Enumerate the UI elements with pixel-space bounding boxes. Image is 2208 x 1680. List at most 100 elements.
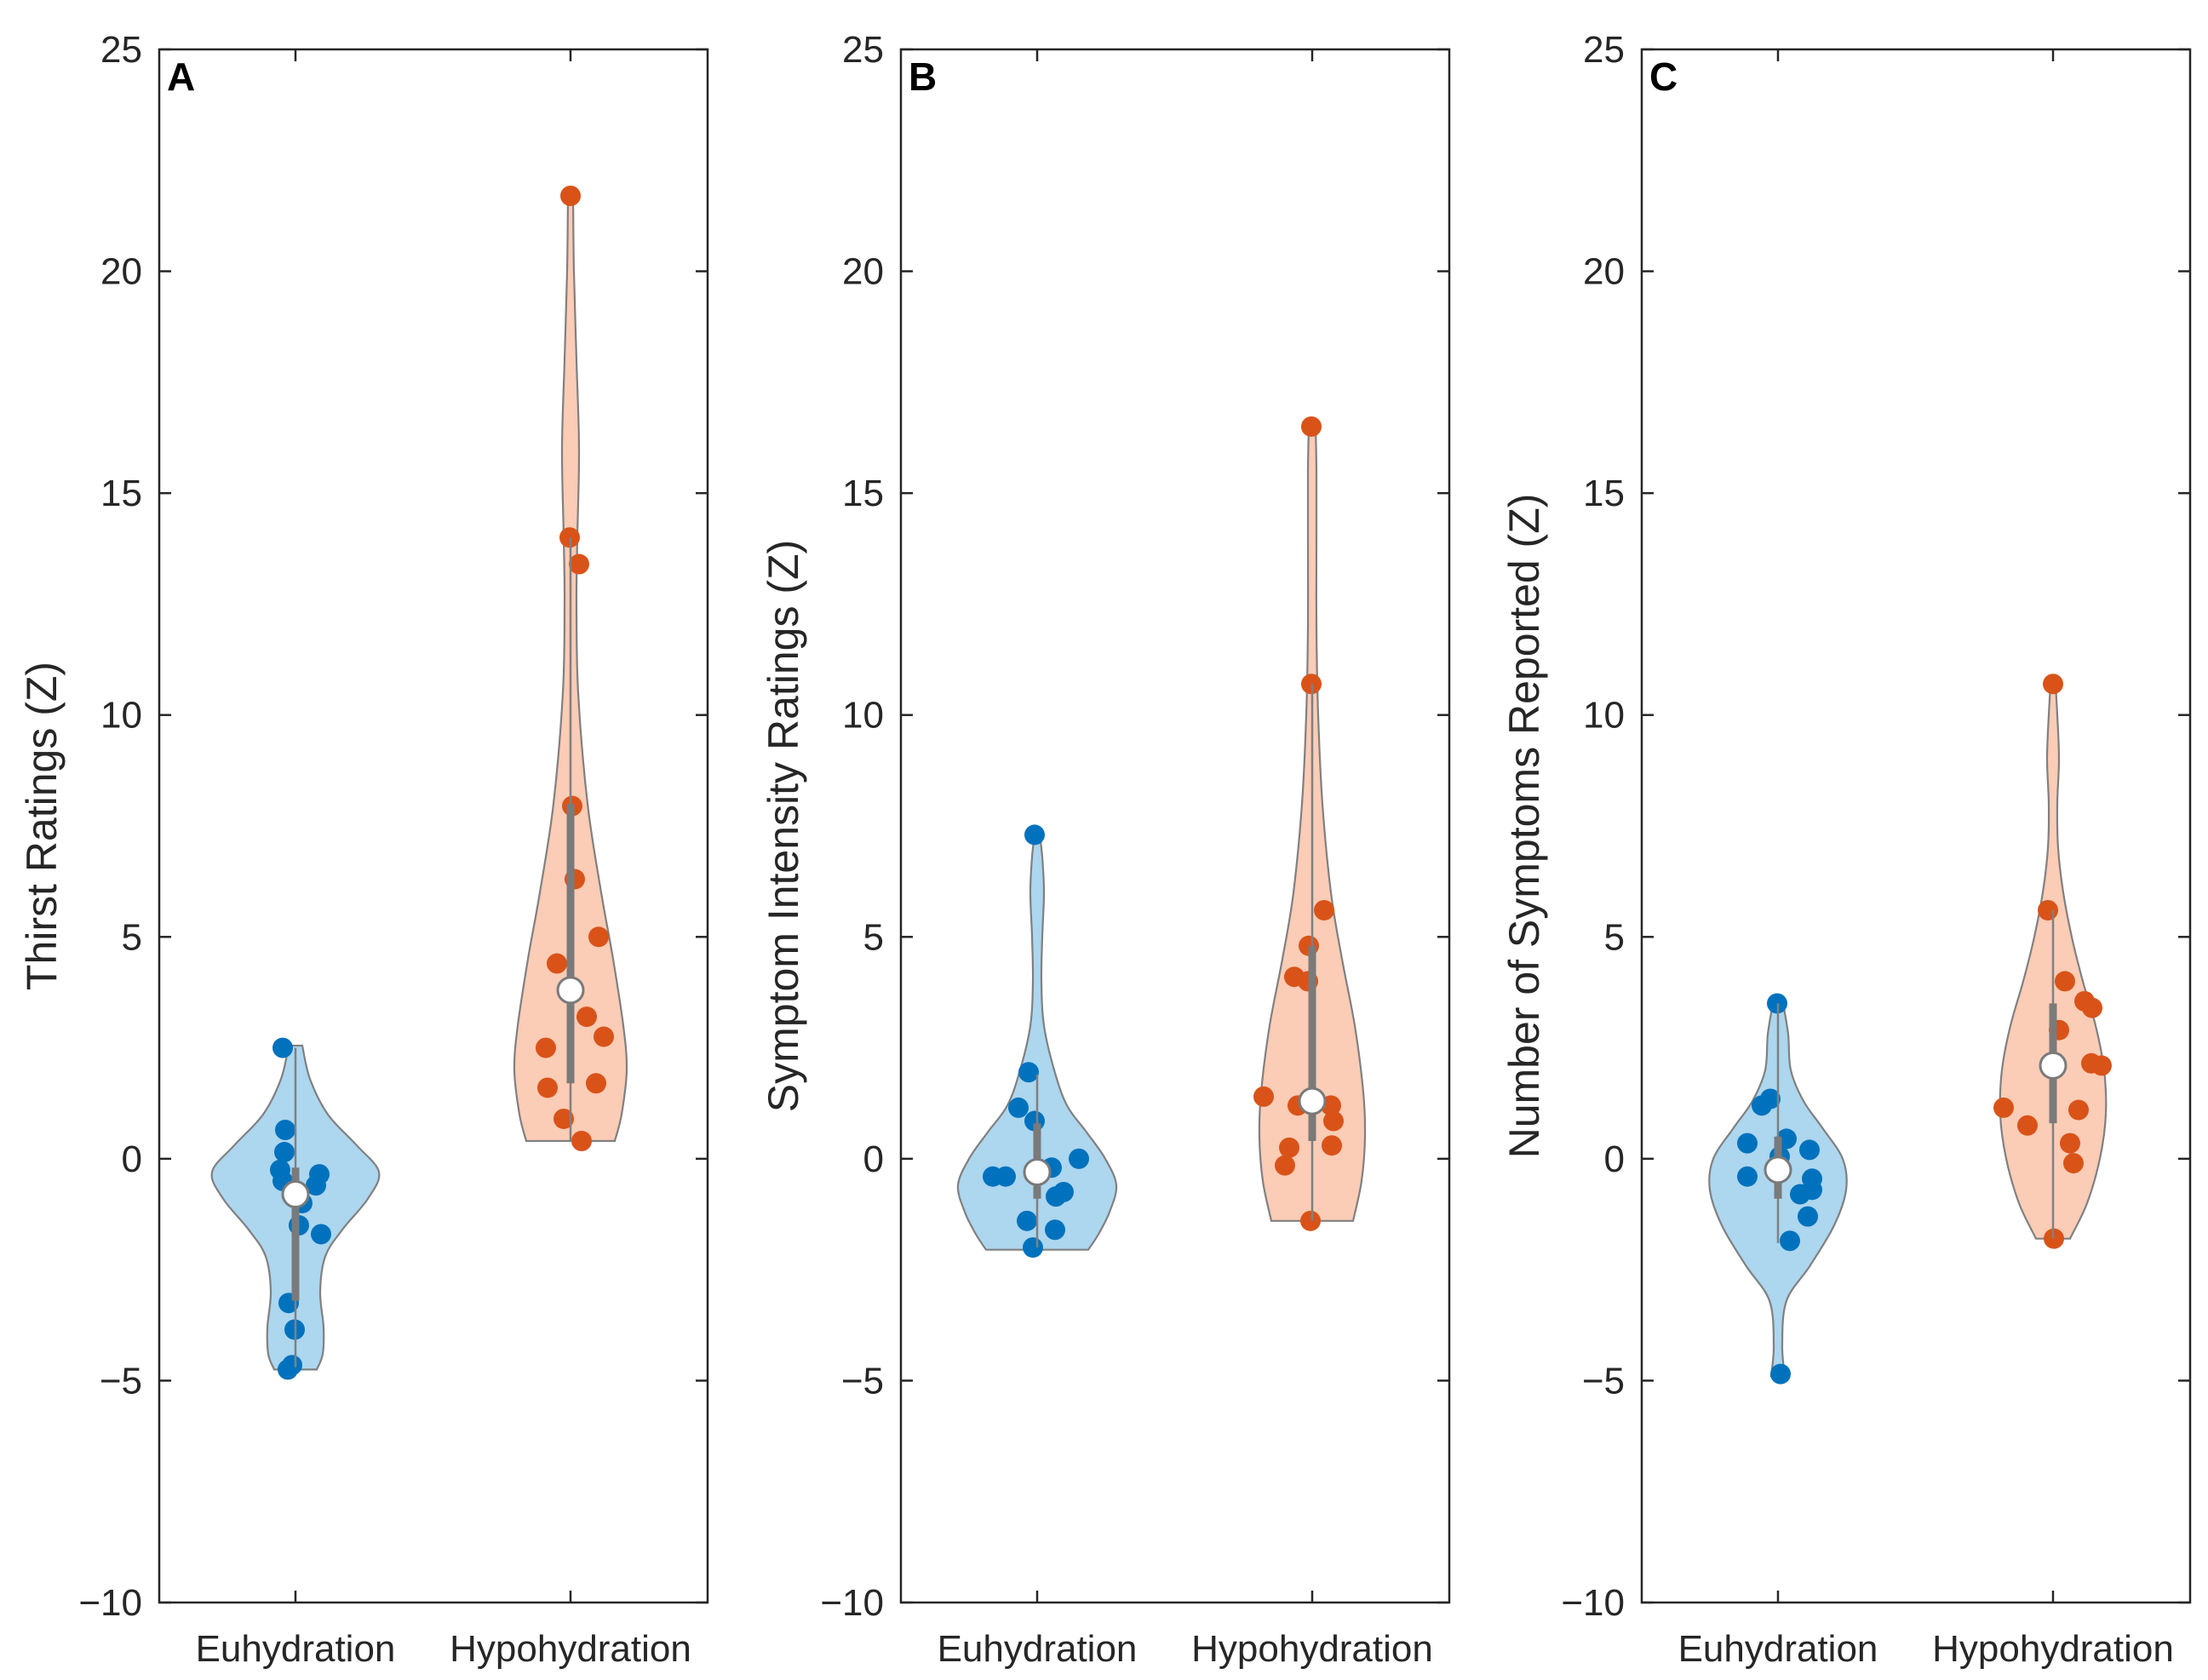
data-point-euhydration [995, 1166, 1016, 1187]
y-tick-label: 0 [122, 1138, 142, 1180]
data-point-euhydration [1008, 1097, 1029, 1118]
data-point-hypohydration [1279, 1137, 1299, 1158]
median-marker-hypohydration [2039, 1051, 2067, 1080]
data-point-hypohydration [2055, 971, 2075, 992]
median-marker-euhydration [1023, 1157, 1052, 1186]
data-point-hypohydration [553, 1108, 574, 1129]
data-point-euhydration [1024, 824, 1045, 846]
y-tick-label: −5 [1582, 1360, 1625, 1402]
y-tick-label: 0 [1604, 1138, 1625, 1180]
y-tick-label: −10 [1561, 1582, 1625, 1624]
panel-a-frame [158, 48, 709, 1604]
panel-b-x-tick-hypohydration: Hypohydration [1191, 1628, 1433, 1670]
y-tick-label: 25 [842, 29, 884, 71]
data-point-hypohydration [536, 1037, 556, 1058]
data-point-euhydration [306, 1175, 326, 1196]
panel-b-y-axis-title: Symptom Intensity Ratings (Z) [760, 540, 807, 1112]
median-marker-euhydration [1764, 1155, 1792, 1184]
y-tick-label: 5 [1604, 916, 1625, 958]
y-tick-label: 15 [1583, 473, 1625, 514]
median-marker-hypohydration [1298, 1087, 1327, 1115]
data-point-euhydration [1046, 1186, 1066, 1207]
panel-b-letter: B [909, 54, 937, 99]
data-point-euhydration [1760, 1088, 1781, 1109]
panel-c-x-tick-euhydration: Euhydration [1678, 1628, 1878, 1670]
panel-a-letter: A [167, 54, 195, 99]
panel-c: −10 −5 0 5 10 15 20 25 C Number of Symptoms Rep… [1500, 29, 2192, 1670]
y-tick-label: 25 [100, 29, 142, 71]
median-marker-euhydration [281, 1180, 310, 1209]
y-tick-label: 10 [100, 695, 142, 737]
panel-c-frame [1640, 48, 2192, 1604]
data-point-hypohydration [2082, 997, 2102, 1018]
y-tick-label: −5 [841, 1360, 884, 1402]
panel-c-y-axis-title: Number of Symptoms Reported (Z) [1500, 494, 1548, 1159]
data-point-hypohydration [537, 1077, 558, 1098]
panel-b-x-tick-euhydration: Euhydration [938, 1628, 1138, 1670]
data-point-euhydration [311, 1224, 331, 1245]
data-point-hypohydration [2068, 1099, 2089, 1121]
data-point-hypohydration [2043, 674, 2063, 695]
data-point-hypohydration [586, 1073, 606, 1094]
data-point-hypohydration [576, 1006, 597, 1028]
data-point-hypohydration [2063, 1153, 2084, 1174]
data-point-hypohydration [1300, 1210, 1321, 1231]
y-tick-label: 10 [1583, 695, 1625, 737]
iqr-box-hypohydration [566, 803, 575, 1084]
y-tick-label: −5 [100, 1360, 142, 1402]
y-tick-label: −10 [820, 1582, 884, 1624]
data-point-euhydration [1802, 1179, 1822, 1201]
iqr-box-euhydration [291, 1167, 300, 1301]
panel-a-y-ticks: −10 −5 0 5 10 15 20 25 [78, 29, 708, 1624]
data-point-euhydration [1737, 1132, 1758, 1154]
data-point-euhydration [1069, 1148, 1089, 1169]
y-tick-label: 0 [863, 1138, 884, 1180]
median-marker-hypohydration [556, 976, 585, 1005]
y-tick-label: 5 [122, 916, 142, 958]
iqr-box-hypohydration [1308, 945, 1316, 1142]
panel-c-x-tick-hypohydration: Hypohydration [1932, 1628, 2174, 1670]
data-point-hypohydration [2060, 1132, 2080, 1154]
data-point-euhydration [272, 1037, 293, 1058]
data-point-hypohydration [569, 553, 589, 575]
panel-b-violins [956, 416, 1367, 1259]
data-point-euhydration [278, 1359, 298, 1380]
y-tick-label: 5 [863, 916, 884, 958]
y-tick-label: 15 [842, 473, 884, 514]
panel-a: −10 −5 0 5 10 15 20 25 A Thirst Ratings (Z) Euh… [18, 29, 709, 1670]
panel-c-violins [1708, 674, 2112, 1385]
data-point-hypohydration [2038, 900, 2058, 921]
data-point-hypohydration [1275, 1155, 1295, 1176]
panel-b: −10 −5 0 5 10 15 20 25 B Symptom Intensity Rati… [760, 29, 1451, 1670]
data-point-hypohydration [560, 185, 581, 206]
data-point-euhydration [1017, 1210, 1037, 1231]
data-point-euhydration [274, 1142, 295, 1163]
y-tick-label: 20 [100, 251, 142, 293]
panel-b-y-ticks: −10 −5 0 5 10 15 20 25 [820, 29, 1449, 1624]
y-tick-label: 15 [100, 473, 142, 514]
data-point-hypohydration [1253, 1086, 1274, 1107]
y-tick-label: 20 [842, 251, 884, 293]
panel-a-violins [210, 185, 628, 1380]
panel-b-frame [899, 48, 1451, 1604]
data-point-euhydration [1018, 1062, 1039, 1083]
y-tick-label: 25 [1583, 29, 1625, 71]
data-point-hypohydration [1993, 1097, 2014, 1118]
data-point-hypohydration [1322, 1135, 1342, 1156]
data-point-euhydration [1798, 1206, 1818, 1227]
data-point-hypohydration [1323, 1110, 1344, 1132]
y-tick-label: 20 [1583, 251, 1625, 293]
data-point-euhydration [1737, 1166, 1758, 1187]
data-point-hypohydration [2091, 1055, 2112, 1076]
data-point-euhydration [1770, 1363, 1791, 1385]
panel-c-letter: C [1649, 54, 1678, 99]
data-point-euhydration [1799, 1139, 1820, 1161]
panel-c-y-ticks: −10 −5 0 5 10 15 20 25 [1561, 29, 2190, 1624]
y-tick-label: −10 [78, 1582, 142, 1624]
data-point-hypohydration [1314, 900, 1334, 921]
data-point-euhydration [1780, 1230, 1800, 1252]
panel-a-x-tick-hypohydration: Hypohydration [450, 1628, 691, 1670]
data-point-hypohydration [594, 1026, 614, 1047]
panel-a-y-axis-title: Thirst Ratings (Z) [18, 662, 66, 990]
